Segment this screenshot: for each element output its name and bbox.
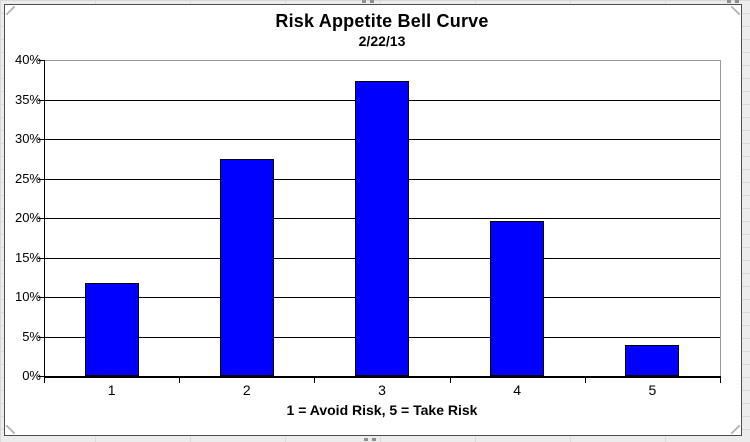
cell-boundary-dots-bottom-center bbox=[364, 438, 376, 441]
cell-boundary-dots-top-right bbox=[727, 0, 739, 3]
y-axis-label-40pct: 40% bbox=[14, 52, 41, 67]
y-tick-10pct bbox=[38, 297, 44, 298]
chart-corner-mark-bottom-right bbox=[731, 425, 740, 434]
x-axis-category-label-1: 1 bbox=[107, 382, 116, 398]
chart-subtitle: 2/22/13 bbox=[358, 33, 406, 49]
cell-boundary-dots-top-center bbox=[362, 0, 374, 3]
y-axis-label-10pct: 10% bbox=[14, 289, 41, 304]
plot-area-border bbox=[44, 60, 721, 377]
x-tick-0 bbox=[44, 378, 45, 383]
bar-category-2[interactable] bbox=[219, 158, 274, 376]
y-tick-30pct bbox=[38, 139, 44, 140]
y-axis-label-5pct: 5% bbox=[22, 328, 41, 344]
x-axis-title: 1 = Avoid Risk, 5 = Take Risk bbox=[286, 402, 478, 418]
bar-category-4[interactable] bbox=[490, 221, 545, 376]
y-axis-label-0pct: 0% bbox=[22, 368, 41, 383]
x-axis-category-label-5: 5 bbox=[648, 382, 657, 398]
x-axis-line bbox=[44, 376, 721, 378]
y-axis-label-25pct: 25% bbox=[14, 170, 41, 186]
x-tick-2 bbox=[314, 378, 316, 383]
y-tick-5pct bbox=[38, 336, 44, 338]
y-tick-25pct bbox=[38, 178, 44, 180]
y-axis-label-35pct: 35% bbox=[14, 91, 41, 107]
bar-category-5[interactable] bbox=[625, 345, 680, 376]
x-axis-category-label-3: 3 bbox=[378, 382, 386, 398]
y-tick-15pct bbox=[38, 257, 44, 259]
bar-category-1[interactable] bbox=[84, 282, 139, 376]
y-tick-0pct bbox=[38, 376, 44, 377]
y-axis-label-30pct: 30% bbox=[14, 131, 41, 146]
y-axis-line bbox=[44, 60, 45, 377]
y-tick-20pct bbox=[38, 218, 44, 219]
chart-corner-mark-top-right bbox=[731, 6, 740, 15]
x-axis-category-label-4: 4 bbox=[513, 382, 522, 398]
x-tick-1 bbox=[179, 378, 181, 383]
chart-corner-mark-bottom-left bbox=[6, 425, 15, 434]
chart-title: Risk Appetite Bell Curve bbox=[275, 11, 489, 31]
y-tick-40pct bbox=[38, 60, 44, 61]
y-axis-label-20pct: 20% bbox=[14, 210, 41, 225]
y-axis-label-15pct: 15% bbox=[14, 249, 41, 265]
x-axis-category-label-2: 2 bbox=[242, 382, 251, 398]
chart-corner-mark-top-left bbox=[6, 6, 15, 15]
bar-category-3[interactable] bbox=[355, 81, 409, 376]
y-tick-35pct bbox=[38, 99, 44, 101]
chart-canvas[interactable]: Risk Appetite Bell Curve 2/22/13 0% 5% 10%… bbox=[4, 4, 742, 436]
x-tick-5 bbox=[720, 378, 721, 383]
x-tick-4 bbox=[584, 378, 586, 383]
x-tick-3 bbox=[449, 378, 451, 383]
